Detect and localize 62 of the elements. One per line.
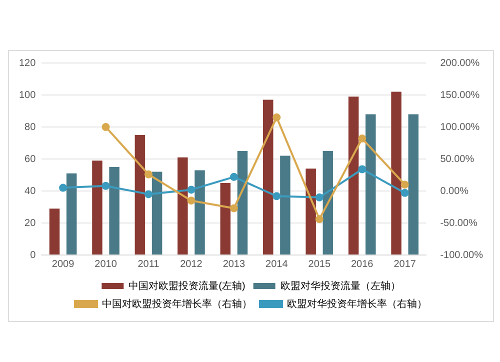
bar (322, 151, 334, 254)
bar (92, 160, 102, 254)
legend-label: 中国对欧盟投资年增长率（右轴） (102, 298, 252, 310)
point (187, 196, 196, 205)
point (315, 215, 324, 224)
bar (366, 114, 376, 254)
x-tick-label: 2012 (180, 258, 203, 270)
x-tick-label: 2016 (350, 258, 374, 270)
point (144, 190, 152, 198)
y2-tick-label: 100.00% (440, 122, 480, 133)
x-tick-label: 2013 (222, 258, 246, 270)
bar (408, 114, 418, 254)
x-tick-label: 2014 (266, 258, 288, 270)
x-tick-label: 2015 (308, 258, 331, 270)
x-tick-label: 2017 (394, 258, 416, 270)
y2-tick-label: -100.00% (440, 250, 484, 261)
y-tick-label: 60 (24, 154, 36, 165)
y-tick-label: 100 (18, 90, 36, 101)
bar (280, 156, 290, 254)
point (144, 170, 152, 178)
point (102, 182, 110, 190)
x-tick-label: 2009 (52, 258, 75, 270)
point (315, 193, 324, 202)
y2-tick-label: 150.00% (440, 90, 480, 101)
bar (49, 208, 60, 254)
x-tick-label: 2010 (94, 258, 118, 270)
y-tick-label: 20 (24, 218, 36, 229)
y2-tick-label: 0.00% (440, 186, 469, 197)
point (230, 204, 238, 212)
legend-label: 中国对欧盟投资流量(左轴) (128, 280, 246, 292)
y2-tick-label: 50.00% (440, 154, 474, 165)
point (59, 184, 68, 192)
y-tick-label: 40 (24, 186, 36, 197)
bar (220, 183, 231, 254)
point (358, 165, 366, 174)
y-tick-label: 80 (24, 122, 36, 133)
bar (306, 168, 316, 254)
legend-label: 欧盟对华投资流量（左轴） (280, 280, 400, 292)
bar (237, 151, 248, 254)
point (400, 188, 409, 197)
bar (391, 92, 402, 254)
bar (134, 135, 146, 254)
y-tick-label: 0 (30, 250, 36, 261)
bar (109, 167, 120, 254)
point (272, 192, 281, 200)
point (272, 113, 281, 122)
legend-label: 欧盟对华投资年增长率（右轴） (287, 298, 427, 310)
y-tick-label: 120 (18, 58, 36, 69)
bar (178, 157, 188, 254)
point (400, 180, 409, 189)
bar (66, 173, 77, 254)
bar (194, 170, 205, 254)
point (102, 123, 110, 131)
x-tick-label: 2011 (138, 258, 160, 270)
y2-tick-label: 200.00% (440, 58, 480, 69)
point (358, 134, 366, 143)
y2-tick-label: -50.00% (440, 218, 478, 229)
bar (262, 100, 274, 254)
bar (152, 172, 162, 254)
point (187, 186, 196, 194)
bar (348, 96, 359, 254)
point (230, 172, 238, 181)
